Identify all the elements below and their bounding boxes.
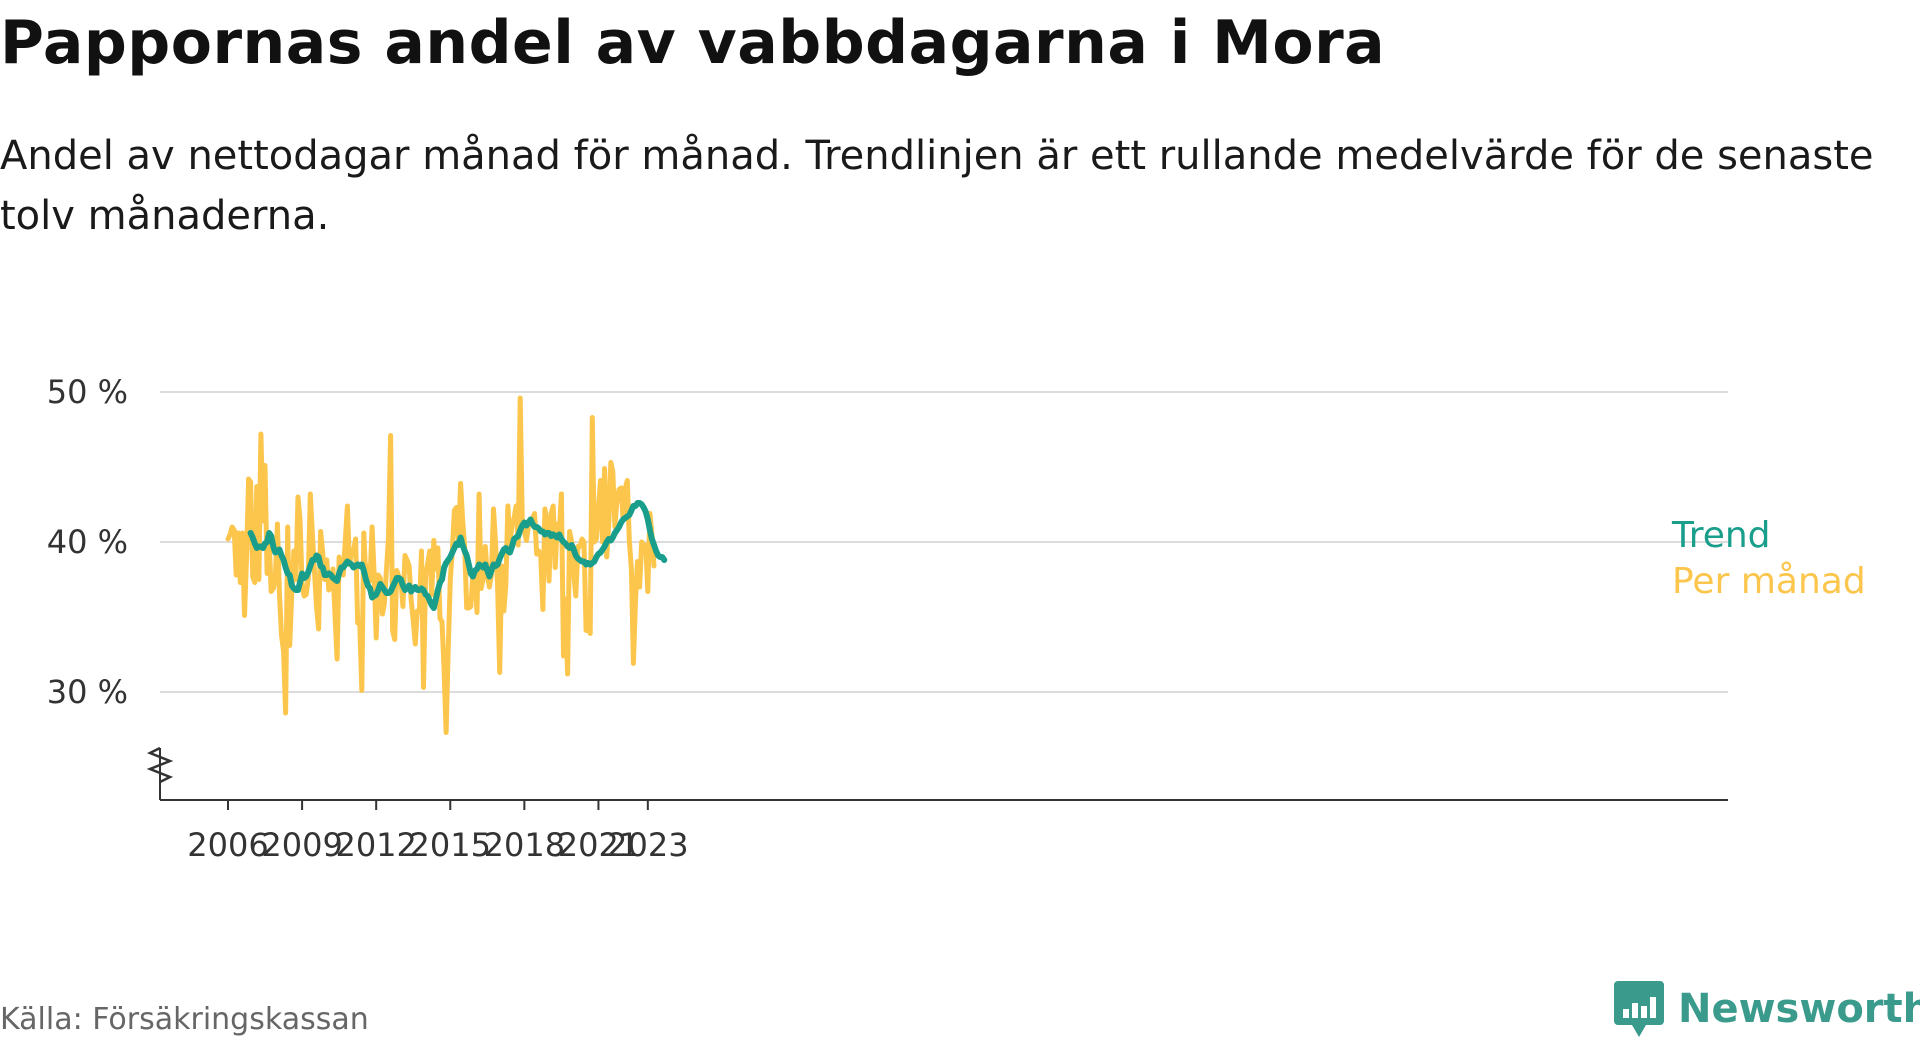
x-tick-label: 2021 (558, 826, 639, 864)
x-tick-label: 2012 (335, 826, 416, 864)
series-labels: Trend Per månad (1671, 515, 1866, 602)
source-note: Källa: Försäkringskassan (0, 1002, 369, 1037)
x-tick-label: 2015 (410, 826, 491, 864)
series-lines (225, 395, 668, 735)
chart-subtitle: Andel av nettodagar månad för månad. Tre… (0, 133, 1874, 239)
brand-name: Newsworthy (1678, 986, 1920, 1032)
newsworthy-brand[interactable]: Newsworthy (1614, 981, 1920, 1037)
x-tick-label: 2006 (187, 826, 268, 864)
series-label-per-månad: Per månad (1672, 561, 1866, 602)
y-tick-label: 30 % (47, 673, 128, 711)
series-line-trend (247, 500, 668, 611)
y-axis-ticks: 30 % 40 % 50 % (47, 373, 128, 711)
y-tick-label: 50 % (47, 373, 128, 411)
gridlines (160, 391, 1728, 693)
chart-title: Pappornas andel av vabbdagarna i Mora (0, 8, 1386, 78)
x-axis (146, 746, 1728, 801)
newsworthy-logo-icon (1614, 981, 1664, 1037)
series-line-per-månad (225, 395, 657, 735)
x-tick-label: 2009 (261, 826, 342, 864)
x-tick-label: 2018 (484, 826, 565, 864)
series-label-trend: Trend (1671, 515, 1771, 556)
x-tick-label: 2023 (607, 826, 688, 864)
axis-break-mark (146, 746, 174, 784)
y-tick-label: 40 % (47, 523, 128, 561)
chart-area: 30 % 40 % 50 % 200620092012201520182021202… (47, 373, 1866, 864)
